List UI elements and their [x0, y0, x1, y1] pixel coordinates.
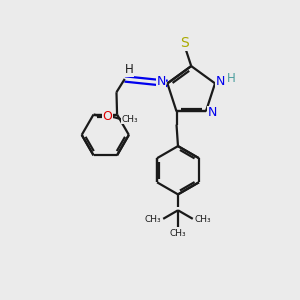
Text: S: S: [180, 36, 189, 50]
Text: N: N: [216, 75, 225, 88]
Text: CH₃: CH₃: [170, 229, 186, 238]
Text: H: H: [227, 72, 236, 85]
Text: CH₃: CH₃: [145, 215, 161, 224]
Text: O: O: [102, 110, 112, 123]
Text: N: N: [156, 75, 166, 88]
Text: N: N: [208, 106, 217, 119]
Text: CH₃: CH₃: [121, 115, 138, 124]
Text: CH₃: CH₃: [195, 215, 212, 224]
Text: H: H: [125, 63, 134, 76]
